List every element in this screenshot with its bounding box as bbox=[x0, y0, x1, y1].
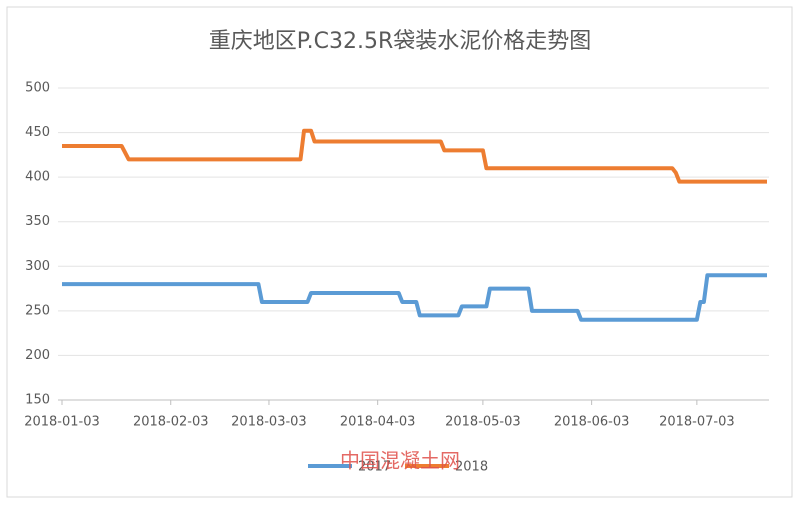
x-tick-label: 2018-02-03 bbox=[133, 415, 209, 430]
y-tick-label: 200 bbox=[25, 348, 50, 363]
legend-label: 2018 bbox=[455, 460, 488, 475]
x-tick-label: 2018-05-03 bbox=[445, 415, 521, 430]
series-line bbox=[62, 273, 767, 322]
x-tick-label: 2018-04-03 bbox=[340, 415, 416, 430]
y-tick-label: 350 bbox=[25, 214, 50, 229]
series-line bbox=[62, 128, 767, 184]
x-tick-label: 2018-07-03 bbox=[659, 415, 735, 430]
y-tick-label: 300 bbox=[25, 259, 50, 274]
x-tick-label: 2018-01-03 bbox=[24, 415, 100, 430]
x-tick-label: 2018-06-03 bbox=[554, 415, 630, 430]
chart-title: 重庆地区P.C32.5R袋装水泥价格走势图 bbox=[209, 29, 591, 54]
y-tick-label: 250 bbox=[25, 303, 50, 318]
y-tick-label: 450 bbox=[25, 125, 50, 140]
watermark: 中国混凝土网 bbox=[340, 449, 460, 473]
y-tick-label: 400 bbox=[25, 170, 50, 185]
chart-frame bbox=[6, 6, 793, 498]
y-tick-label: 500 bbox=[25, 81, 50, 96]
y-tick-label: 150 bbox=[25, 393, 50, 408]
x-tick-label: 2018-03-03 bbox=[231, 415, 307, 430]
legend-label: 2017 bbox=[358, 460, 391, 475]
